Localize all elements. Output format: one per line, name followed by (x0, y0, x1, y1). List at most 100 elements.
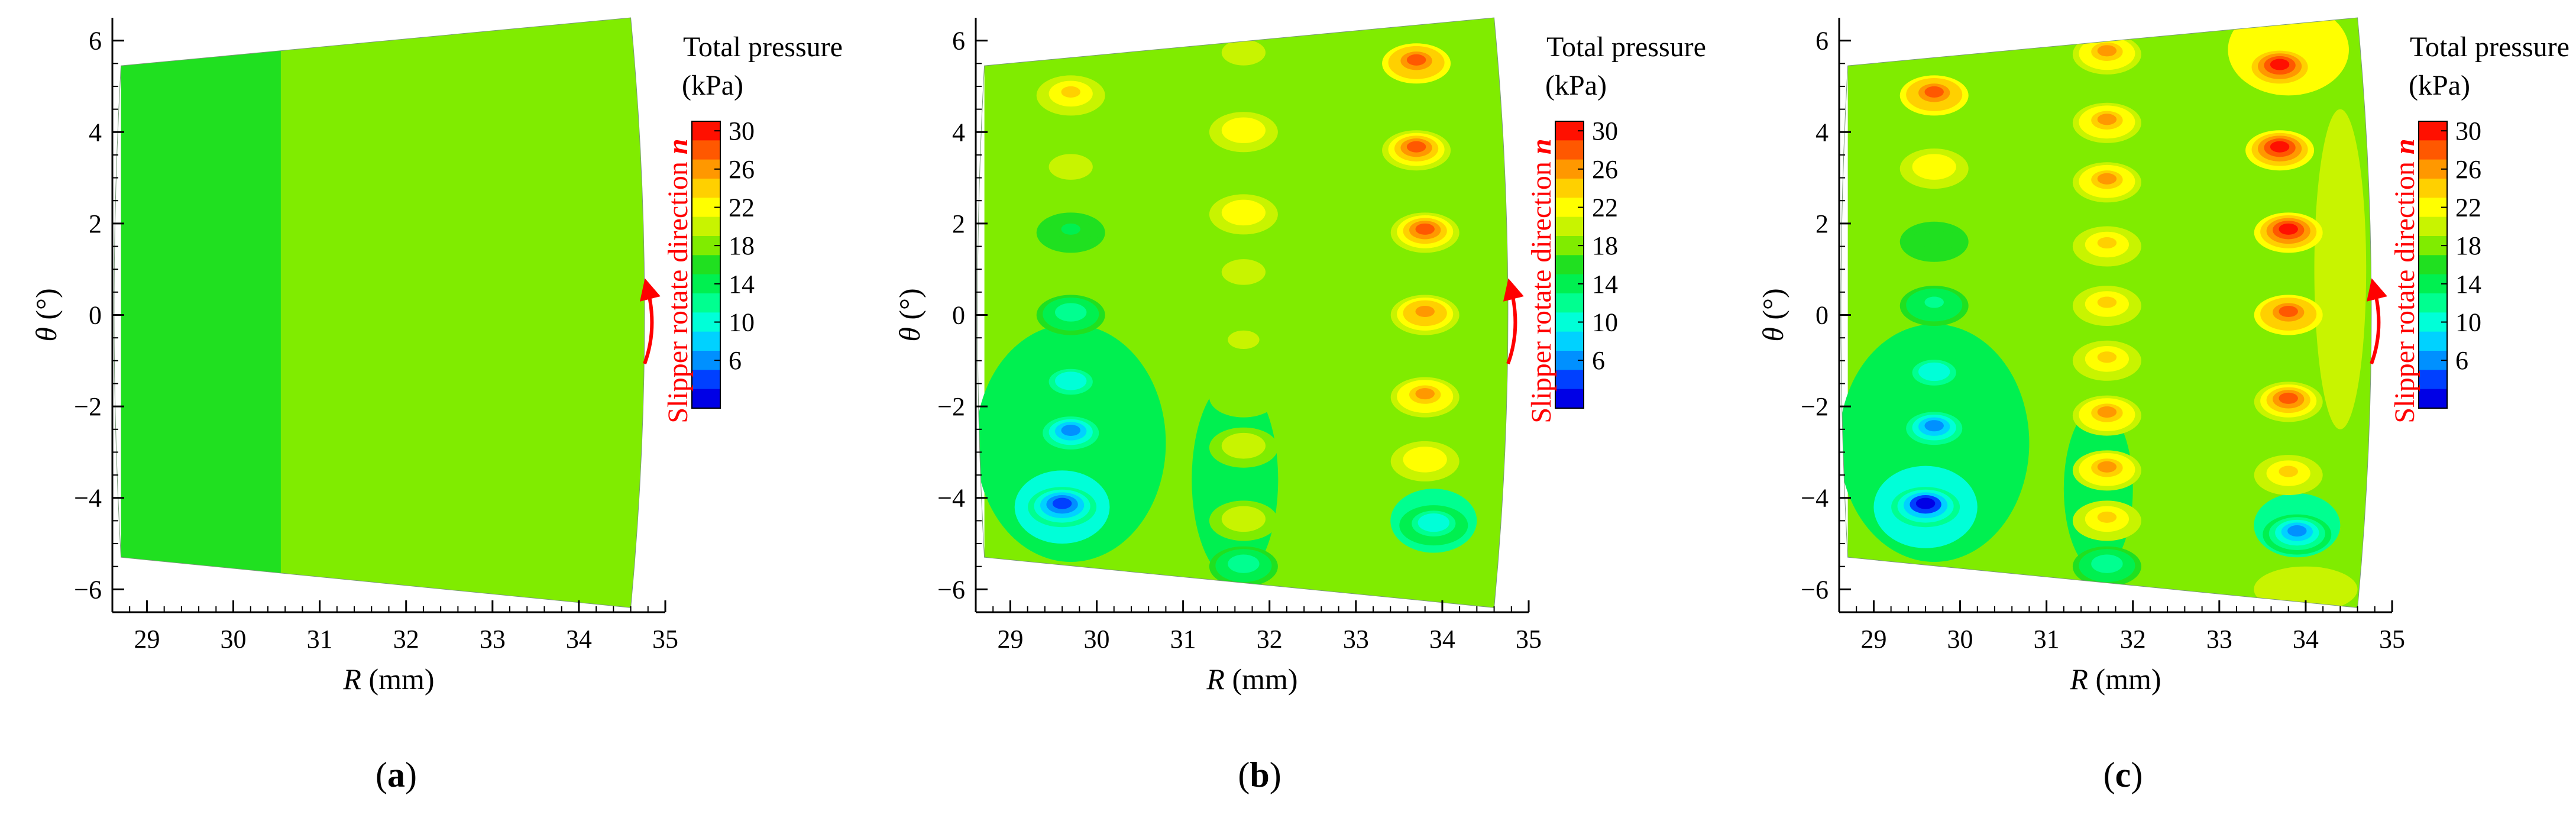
x-axis-title: R (mm) (2069, 662, 2161, 696)
pressure-spot (2072, 102, 2141, 143)
pressure-spot (1899, 409, 1969, 450)
y-tick-label: −4 (937, 484, 965, 513)
y-tick-label: −2 (1801, 392, 1829, 421)
pressure-spot (2072, 450, 2141, 491)
y-tick-label: 0 (952, 301, 965, 330)
colorbar-tick-label: 22 (2455, 193, 2481, 222)
x-tick-label: 35 (1516, 625, 1542, 654)
colorbar-tick-label: 22 (729, 193, 755, 222)
x-tick-label: 32 (2120, 625, 2146, 654)
pressure-spot (1036, 413, 1105, 454)
pressure-spot (2254, 382, 2323, 422)
pressure-spot (1899, 354, 1969, 395)
pressure-spot (2254, 295, 2323, 335)
pressure-spot (1899, 75, 1969, 116)
colorbar-tick-label: 10 (729, 308, 755, 337)
colorbar-tick-label: 22 (1592, 193, 1618, 222)
y-tick-label: −2 (74, 392, 102, 421)
rotation-annotation: Slipper rotate direction n (2366, 138, 2420, 424)
y-tick-label: 2 (89, 209, 102, 238)
x-tick-label: 30 (1947, 625, 1973, 654)
pressure-spot (1390, 212, 1459, 253)
x-tick-label: 33 (2206, 625, 2232, 654)
colorbar-tick-label: 6 (2455, 346, 2468, 375)
pressure-spot (1399, 505, 1468, 546)
x-tick-label: 31 (2034, 625, 2060, 654)
colorbar-title: Total pressure (1546, 31, 1706, 63)
y-axis-title: θ (°) (30, 288, 63, 341)
y-tick-label: 0 (1816, 301, 1829, 330)
pressure-spot (2072, 500, 2141, 541)
colorbar-tick-label: 30 (729, 117, 755, 146)
x-tick-label: 30 (221, 625, 247, 654)
colorbar-tick-label: 26 (1592, 155, 1618, 184)
colorbar: Total pressure (kPa) 30 26 22 18 14 10 6 (2409, 31, 2569, 409)
pressure-spot (2072, 340, 2141, 381)
pressure-spot (1390, 377, 1459, 418)
colorbar: Total pressure (kPa) 30 26 22 18 14 10 6 (682, 31, 843, 409)
colorbar-title: Total pressure (2410, 31, 2569, 63)
y-tick-label: 6 (952, 27, 965, 56)
base-region (121, 18, 305, 608)
axes: 29 30 31 32 33 34 35 −6 −4 −2 0 2 4 6 (937, 18, 1542, 654)
x-tick-label: 32 (1257, 625, 1283, 654)
colorbar-tick-label: 10 (1592, 308, 1618, 337)
contour-field (977, 18, 1508, 608)
x-tick-label: 29 (997, 625, 1023, 654)
rotation-arrow (639, 278, 661, 365)
pressure-spot (1036, 75, 1105, 116)
x-tick-label: 31 (307, 625, 333, 654)
y-tick-label: 2 (952, 209, 965, 238)
y-tick-label: −6 (937, 575, 965, 604)
pressure-spot (1899, 148, 1969, 189)
pressure-spot (1036, 212, 1105, 253)
y-tick-label: 4 (89, 118, 102, 147)
colorbar-title: Total pressure (683, 31, 843, 63)
x-tick-label: 34 (566, 625, 592, 654)
x-tick-label: 34 (2293, 625, 2319, 654)
y-tick-label: 6 (1816, 27, 1829, 56)
base-region (280, 18, 645, 608)
panel-label: (a) (376, 755, 417, 794)
colorbar-tick-label: 6 (1592, 346, 1605, 375)
y-tick-label: −6 (1801, 575, 1829, 604)
colorbar-tick-label: 6 (729, 346, 742, 375)
x-tick-label: 35 (2379, 625, 2405, 654)
x-tick-label: 29 (134, 625, 160, 654)
y-tick-label: 6 (89, 27, 102, 56)
axes: 29 30 31 32 33 34 35 −6 −4 −2 0 2 4 6 (74, 18, 678, 654)
pressure-spot (2254, 455, 2323, 496)
panel-c: 29 30 31 32 33 34 35 −6 −4 −2 0 2 4 6 R (mm) θ (°) Total… (1756, 17, 2569, 794)
rotation-label: Slipper rotate direction n (2389, 138, 2420, 423)
contour-field (1840, 18, 2371, 608)
panel-b: 29 30 31 32 33 34 35 −6 −4 −2 0 2 4 6 R (mm) θ (°) Total… (893, 17, 1706, 794)
panel-label: (b) (1238, 755, 1281, 794)
pressure-spot (1382, 130, 1451, 171)
panel-a: 29 30 31 32 33 34 35 −6 −4 −2 0 2 4 6 R (mm) θ (°) Total… (30, 17, 843, 794)
pressure-spot (1390, 441, 1459, 481)
pressure-spot (2072, 34, 2141, 75)
y-tick-label: −6 (74, 575, 102, 604)
colorbar-tick-label: 14 (729, 270, 755, 299)
pressure-spot (2254, 212, 2323, 253)
x-tick-label: 35 (652, 625, 678, 654)
pressure-spot (1209, 427, 1278, 468)
y-tick-label: 4 (1816, 118, 1829, 147)
y-axis-title: θ (°) (893, 288, 926, 341)
pressure-spot (1036, 295, 1105, 335)
y-tick-label: −2 (937, 392, 965, 421)
pressure-spot (1899, 286, 1969, 327)
pressure-spot (1209, 322, 1278, 363)
pressure-spot (1382, 43, 1451, 84)
pressure-spot (2072, 226, 2141, 267)
pressure-spot (2245, 130, 2315, 171)
colorbar-unit: (kPa) (2409, 70, 2470, 101)
pressure-spot (1209, 112, 1278, 153)
colorbar-tick-label: 14 (2455, 270, 2481, 299)
colorbar-unit: (kPa) (682, 70, 743, 101)
pressure-spot (1209, 500, 1278, 541)
x-tick-label: 34 (1429, 625, 1455, 654)
pressure-spot (1209, 253, 1278, 294)
rotation-arrow (2366, 278, 2387, 365)
